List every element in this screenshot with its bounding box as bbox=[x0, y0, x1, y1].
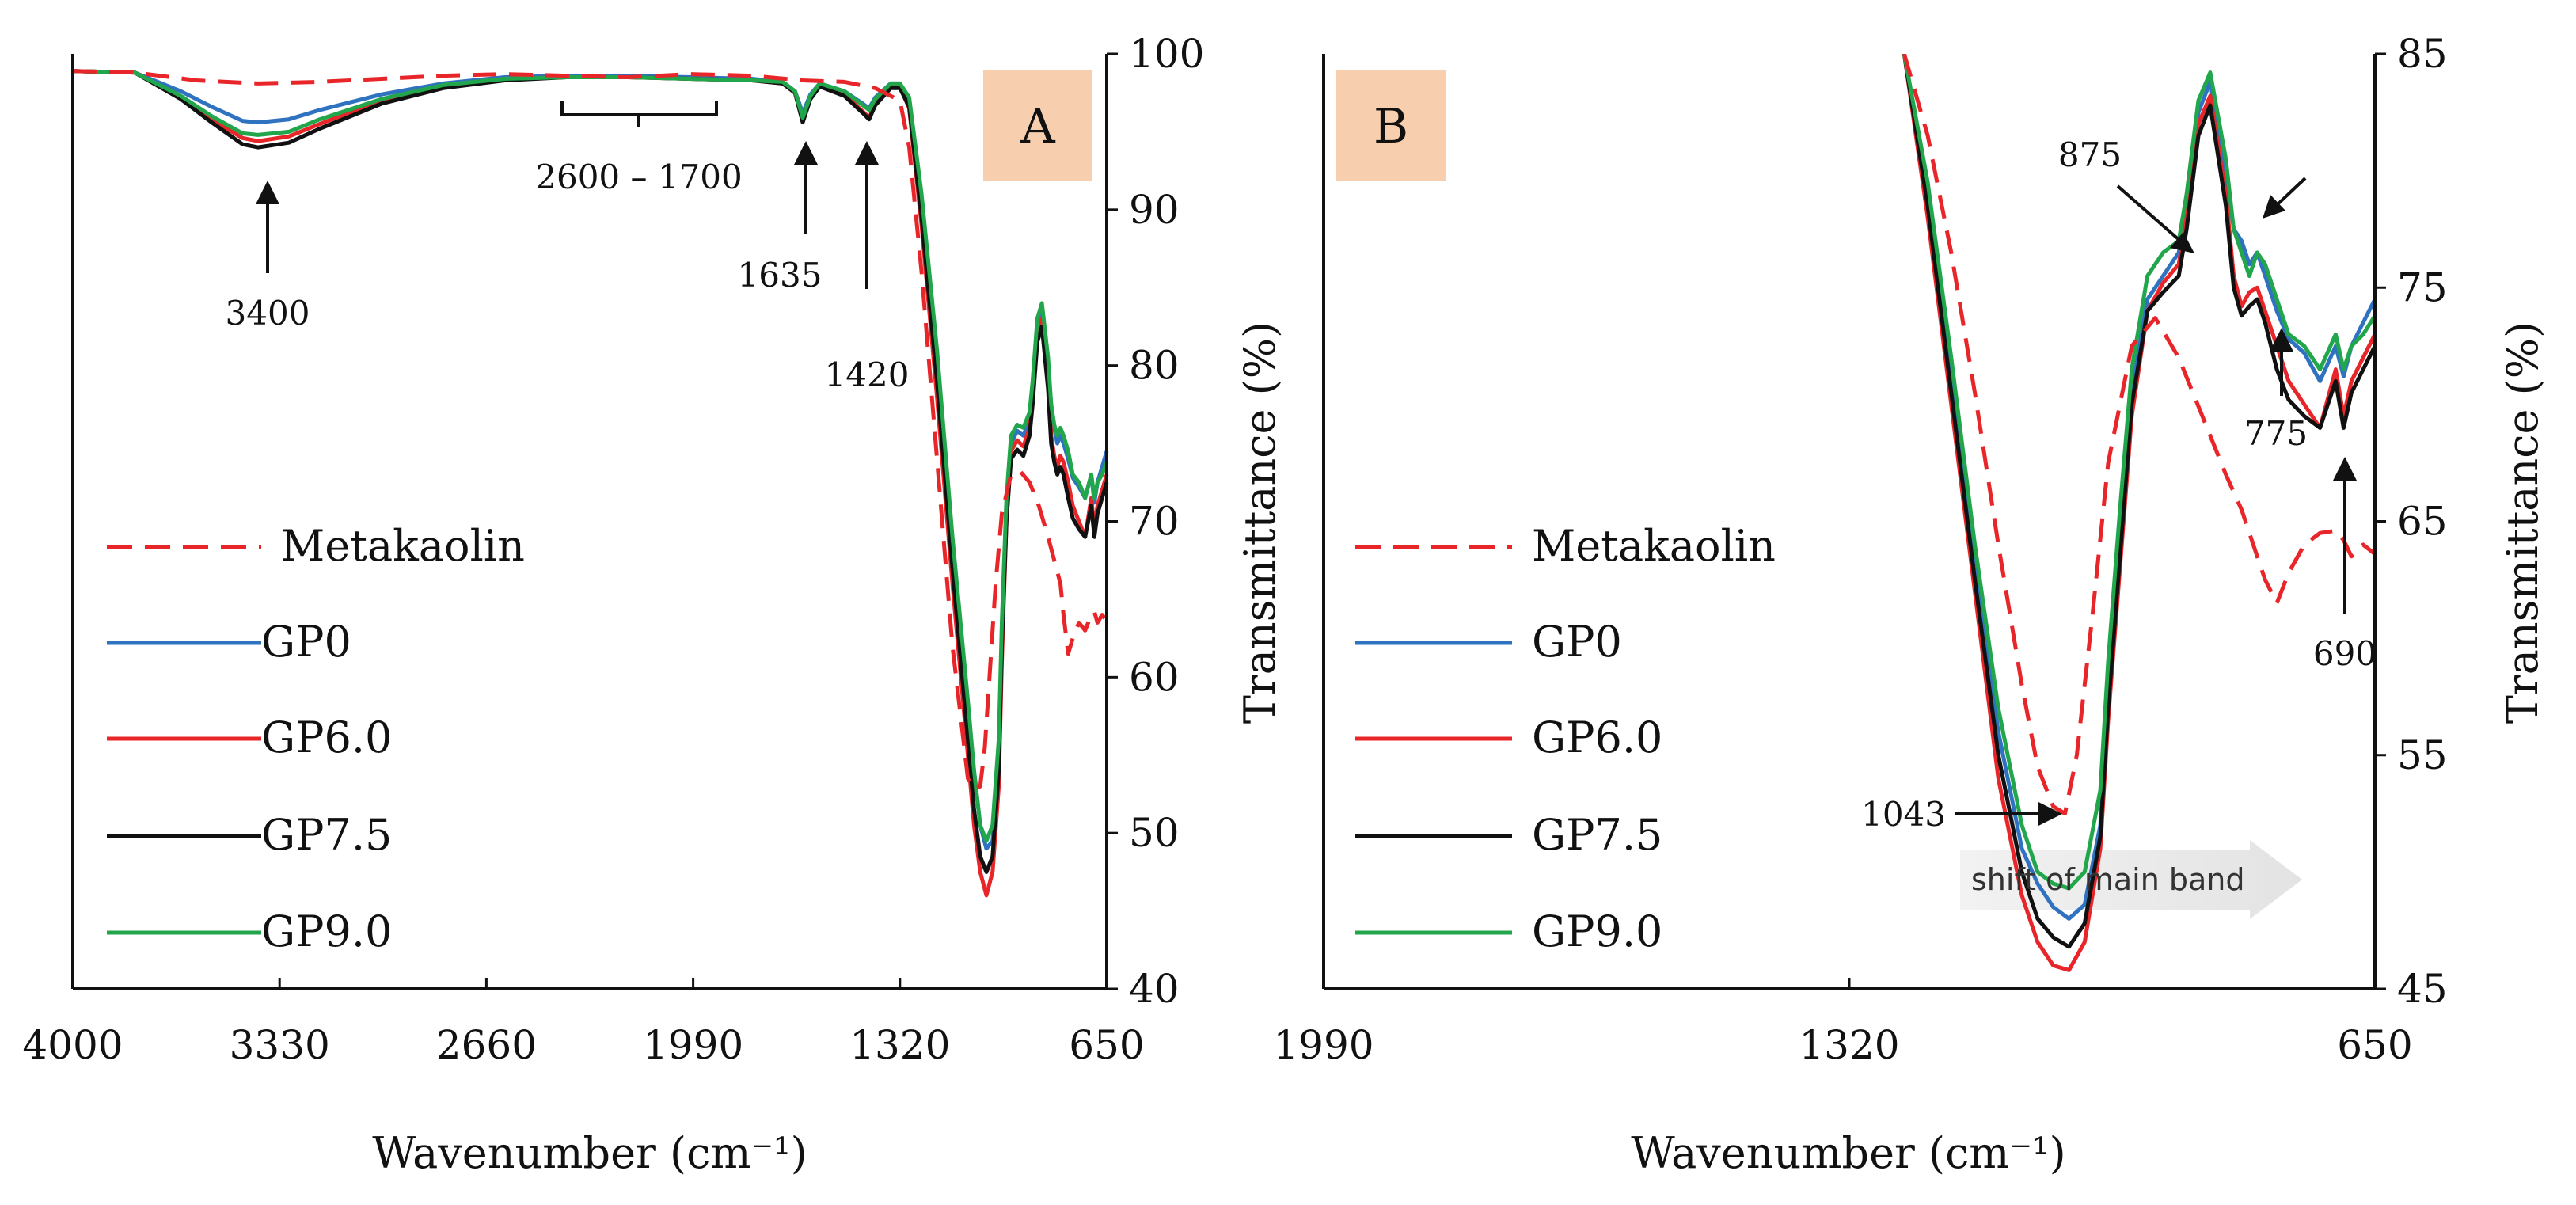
x-tick-label: 2660 bbox=[436, 1022, 537, 1068]
legend-b-metakaolin-label: Metakaolin bbox=[1532, 521, 1776, 571]
y-tick-label: 85 bbox=[2397, 31, 2448, 77]
legend-a-gp0-label: GP0 bbox=[261, 617, 351, 667]
x-tick-label: 650 bbox=[1069, 1022, 1144, 1068]
y-tick-label: 90 bbox=[1129, 187, 1180, 233]
annotation-2600-1700: 2600 – 1700 bbox=[535, 158, 742, 196]
legend-a-gp75-label: GP7.5 bbox=[261, 810, 392, 860]
x-tick-label: 1990 bbox=[1273, 1022, 1373, 1068]
annotation-690: 690 bbox=[2313, 634, 2377, 673]
panel-b-x-axis-title: Wavenumber (cm⁻¹) bbox=[1631, 1128, 2065, 1178]
panel-b-label-box bbox=[1336, 70, 1446, 181]
legend-b-gp9-label: GP9.0 bbox=[1532, 907, 1662, 956]
y-tick-label: 55 bbox=[2397, 732, 2448, 778]
panel-b-arrowheads bbox=[2038, 195, 2357, 826]
panel-b-legend: Metakaolin GP0 GP6.0 GP7.5 GP9.0 bbox=[1355, 521, 1776, 956]
x-tick-label: 1320 bbox=[849, 1022, 950, 1068]
panel-a-y-ticks: 40 50 60 70 80 90 100 bbox=[1107, 31, 1204, 1012]
series-b-gp75 bbox=[1902, 54, 2375, 949]
annotation-shift-of-main-band: shift of main band bbox=[1971, 862, 2244, 897]
panel-b-y-axis-title: Transmittance (%) bbox=[2498, 321, 2548, 724]
legend-b-gp0-label: GP0 bbox=[1532, 617, 1622, 667]
y-tick-label: 75 bbox=[2397, 264, 2448, 310]
y-tick-label: 70 bbox=[1129, 499, 1180, 545]
x-tick-label: 650 bbox=[2337, 1022, 2412, 1068]
panel-b-x-ticks: 1990 1320 650 bbox=[1273, 978, 2413, 1068]
series-b-metakaolin bbox=[1902, 54, 2375, 816]
series-a-metakaolin bbox=[72, 69, 1109, 792]
y-tick-label: 100 bbox=[1129, 31, 1204, 77]
legend-a-gp6-label: GP6.0 bbox=[261, 713, 392, 762]
panel-a-x-axis-title: Wavenumber (cm⁻¹) bbox=[372, 1128, 807, 1178]
x-tick-label: 4000 bbox=[22, 1022, 123, 1068]
annotation-1043: 1043 bbox=[1861, 795, 1946, 834]
panel-a-label-box bbox=[983, 70, 1092, 181]
legend-a-metakaolin-label: Metakaolin bbox=[281, 521, 525, 571]
annotation-1420: 1420 bbox=[825, 355, 910, 394]
x-tick-label: 1320 bbox=[1799, 1022, 1899, 1068]
panel-b: shift of main band 1990 1320 650 45 55 65 75 8… bbox=[1273, 31, 2548, 1178]
series-b-gp90 bbox=[1902, 54, 2375, 891]
series-b-gp60 bbox=[1902, 54, 2375, 972]
legend-a-gp9-label: GP9.0 bbox=[261, 907, 392, 956]
x-tick-label: 3330 bbox=[230, 1022, 330, 1068]
annotation-1635: 1635 bbox=[738, 256, 823, 295]
panel-a: 4000 3330 2660 1990 1320 650 405060708090100 … bbox=[22, 31, 1285, 1178]
annotation-775: 775 bbox=[2244, 414, 2308, 453]
legend-b-gp75-label: GP7.5 bbox=[1532, 810, 1662, 860]
series-b-gp0 bbox=[1902, 54, 2375, 921]
panel-a-legend: Metakaolin GP0 GP6.0 GP7.5 GP9.0 bbox=[107, 521, 525, 956]
x-tick-label: 1990 bbox=[643, 1022, 743, 1068]
panel-a-label: A bbox=[1020, 99, 1055, 154]
y-tick-label: 40 bbox=[1129, 966, 1180, 1012]
legend-b-gp6-label: GP6.0 bbox=[1532, 713, 1662, 762]
y-tick-label: 65 bbox=[2397, 499, 2448, 545]
y-tick-label: 45 bbox=[2397, 966, 2448, 1012]
panel-b-y-ticks: 45 55 65 75 85 bbox=[2375, 31, 2448, 1012]
panel-a-annotations bbox=[266, 101, 868, 289]
panel-b-annotation-lines bbox=[1955, 177, 2346, 815]
shift-arrow bbox=[1960, 840, 2302, 919]
panel-b-series bbox=[1902, 54, 2375, 972]
series-a-gp90 bbox=[72, 69, 1109, 843]
panel-a-arrowheads bbox=[256, 141, 879, 204]
y-tick-label: 60 bbox=[1129, 654, 1180, 700]
annotation-875: 875 bbox=[2058, 135, 2122, 174]
annotation-3400: 3400 bbox=[226, 294, 310, 333]
panel-a-y-axis-title: Transmittance (%) bbox=[1235, 321, 1285, 724]
y-tick-label: 50 bbox=[1129, 810, 1180, 856]
panel-b-label: B bbox=[1373, 99, 1408, 154]
y-tick-label: 80 bbox=[1129, 343, 1180, 389]
panel-a-x-ticks: 4000 3330 2660 1990 1320 650 bbox=[22, 978, 1145, 1068]
panel-a-series bbox=[72, 69, 1109, 898]
